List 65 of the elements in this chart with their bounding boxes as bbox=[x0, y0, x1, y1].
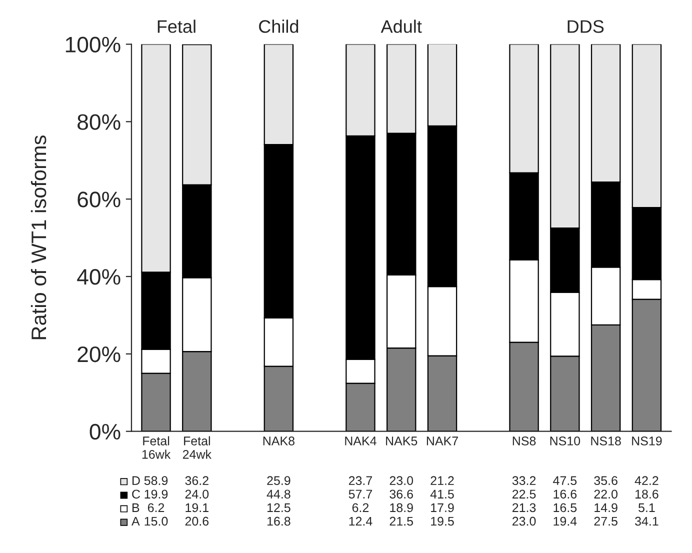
data-label: 18.9 bbox=[390, 503, 413, 512]
data-label: 16.5 bbox=[554, 503, 577, 512]
data-label: 14.9 bbox=[594, 503, 618, 512]
data-label: 22.5 bbox=[512, 490, 536, 499]
x-tick-label: NS19 bbox=[632, 436, 662, 446]
text: Fetal bbox=[158, 20, 196, 33]
data-label: 25.9 bbox=[267, 476, 290, 486]
data-label: 35.6 bbox=[594, 476, 618, 486]
data-label: 16.8 bbox=[267, 516, 290, 526]
data-label: 24.0 bbox=[185, 490, 209, 499]
legend-label: A bbox=[132, 516, 140, 526]
data-label: 5.1 bbox=[638, 503, 655, 512]
data-label: 15.0 bbox=[144, 516, 168, 526]
x-tick-label: Fetal 24wk bbox=[182, 436, 212, 459]
x-tick-label: NS8 bbox=[512, 436, 536, 446]
data-label: 19.4 bbox=[554, 516, 577, 526]
legend-label: C bbox=[132, 490, 140, 499]
data-label: 34.1 bbox=[635, 516, 658, 526]
data-label: 27.5 bbox=[594, 516, 618, 526]
data-label: 19.9 bbox=[144, 490, 168, 499]
x-tick-label: NS10 bbox=[550, 436, 580, 446]
data-label: 6.2 bbox=[352, 503, 369, 512]
data-label: 6.2 bbox=[148, 503, 164, 512]
data-label: 23.0 bbox=[512, 516, 536, 526]
legend-label: B bbox=[132, 503, 140, 512]
data-label: 20.6 bbox=[185, 516, 209, 526]
data-label: 19.5 bbox=[431, 516, 454, 526]
data-label: 18.6 bbox=[635, 490, 658, 499]
data-label: 36.2 bbox=[185, 476, 208, 486]
x-tick-label: NAK7 bbox=[426, 436, 458, 446]
text: Child bbox=[259, 20, 298, 33]
y-tick-label: 60% bbox=[78, 192, 120, 208]
y-tick-label: 100% bbox=[66, 36, 120, 53]
y-tick-label: 80% bbox=[78, 114, 120, 130]
x-tick-label: NS18 bbox=[591, 436, 621, 446]
data-label: 58.9 bbox=[144, 476, 168, 486]
data-label: 47.5 bbox=[553, 476, 577, 486]
data-label: 21.5 bbox=[390, 516, 413, 526]
data-label: 12.5 bbox=[267, 503, 290, 512]
data-label: 23.7 bbox=[348, 476, 372, 486]
data-label: 21.2 bbox=[430, 476, 454, 485]
data-label: 41.5 bbox=[430, 490, 454, 499]
data-label: 42.2 bbox=[634, 476, 658, 485]
data-label: 23.0 bbox=[390, 476, 414, 486]
text: DDS bbox=[568, 20, 604, 33]
legend-label: D bbox=[132, 476, 140, 485]
data-label: 44.8 bbox=[266, 490, 290, 499]
data-label: 17.9 bbox=[431, 503, 454, 512]
data-label: 36.6 bbox=[390, 490, 413, 499]
data-label: 33.2 bbox=[512, 476, 536, 486]
x-tick-label: Fetal 16wk bbox=[142, 436, 171, 459]
x-tick-label: NAK8 bbox=[263, 436, 294, 446]
text: Adult bbox=[380, 20, 422, 33]
x-tick-label: NAK5 bbox=[386, 436, 418, 446]
data-label: 12.4 bbox=[349, 516, 372, 526]
x-tick-label: NAK4 bbox=[345, 436, 376, 446]
y-tick-label: 0% bbox=[90, 424, 120, 440]
y-tick-label: 20% bbox=[78, 346, 120, 362]
y-axis-title: Ratio of WT1 isoforms bbox=[30, 136, 46, 340]
data-label: 22.0 bbox=[594, 490, 618, 499]
data-label: 57.7 bbox=[348, 490, 372, 499]
y-tick-label: 40% bbox=[77, 269, 120, 285]
data-label: 16.6 bbox=[554, 490, 577, 499]
data-label: 19.1 bbox=[186, 503, 208, 512]
data-label: 21.3 bbox=[512, 503, 536, 512]
